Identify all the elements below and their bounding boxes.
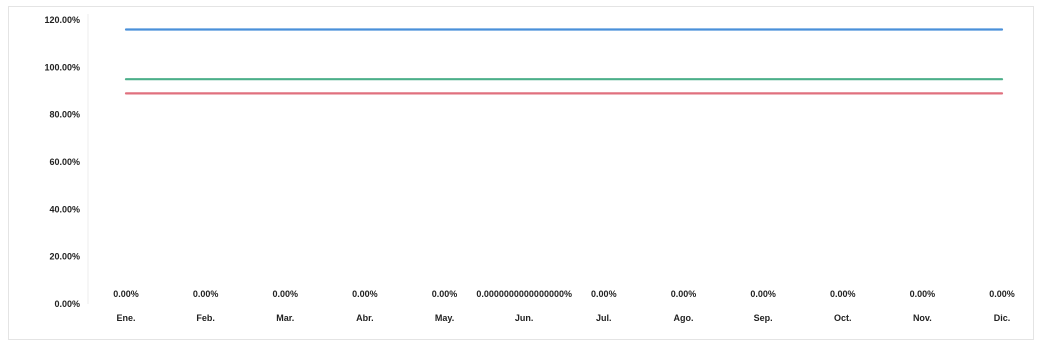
data-label: 0.00% [671, 289, 697, 299]
chart-frame [8, 6, 1034, 340]
data-label: 0.00% [591, 289, 617, 299]
x-tick-label: Mar. [276, 313, 294, 323]
y-tick-label: 120.00% [44, 15, 80, 25]
data-label: 0.00% [750, 289, 776, 299]
data-label: 0.00% [193, 289, 219, 299]
data-label: 0.00% [910, 289, 936, 299]
y-tick-label: 40.00% [49, 204, 80, 214]
y-tick-label: 60.00% [49, 157, 80, 167]
y-tick-label: 20.00% [49, 252, 80, 262]
x-tick-label: Ago. [673, 313, 693, 323]
x-tick-label: Feb. [196, 313, 215, 323]
x-tick-label: Abr. [356, 313, 374, 323]
x-tick-label: Oct. [834, 313, 852, 323]
x-tick-label: Dic. [994, 313, 1011, 323]
data-label: 0.00% [830, 289, 856, 299]
y-tick-label: 0.00% [54, 299, 80, 309]
data-label: 0.0000000000000000% [476, 289, 572, 299]
x-tick-label: Jul. [596, 313, 612, 323]
y-tick-label: 80.00% [49, 110, 80, 120]
y-tick-label: 100.00% [44, 62, 80, 72]
data-label: 0.00% [989, 289, 1015, 299]
x-tick-label: May. [435, 313, 454, 323]
x-tick-label: Ene. [116, 313, 135, 323]
data-label: 0.00% [352, 289, 378, 299]
x-tick-label: Nov. [913, 313, 932, 323]
data-label: 0.00% [113, 289, 139, 299]
data-label: 0.00% [432, 289, 458, 299]
x-tick-label: Jun. [515, 313, 534, 323]
data-label: 0.00% [273, 289, 299, 299]
x-tick-label: Sep. [754, 313, 773, 323]
